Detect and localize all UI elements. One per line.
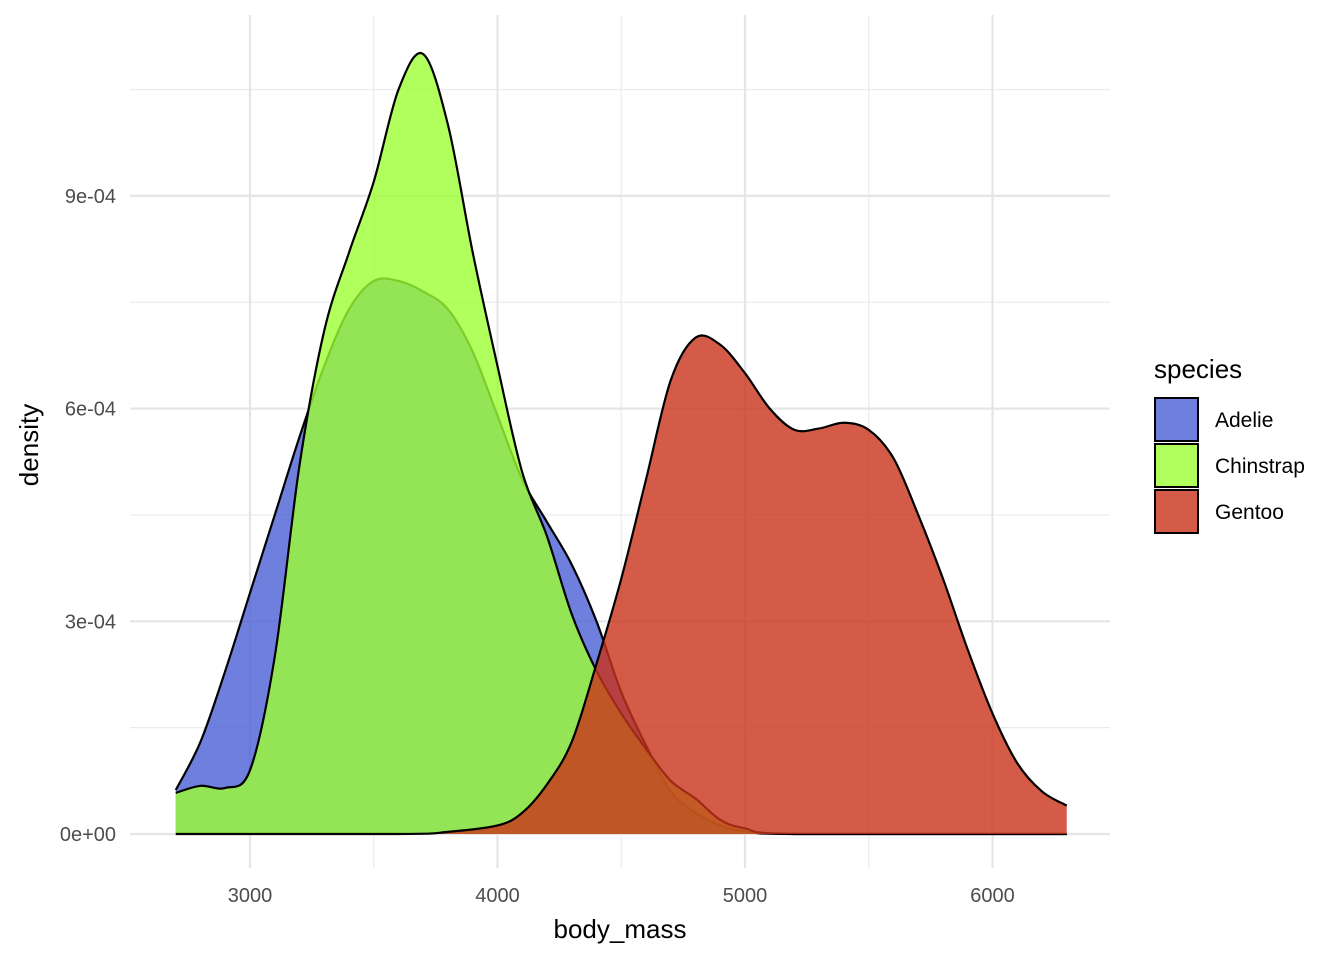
legend-key-gentoo [1154, 489, 1199, 534]
x-tick-label: 5000 [723, 885, 768, 907]
legend-key-chinstrap [1154, 443, 1199, 488]
y-tick-label: 3e-04 [65, 611, 116, 633]
y-axis-tick-labels: 0e+00 3e-04 6e-04 9e-04 [60, 186, 116, 846]
x-tick-label: 6000 [970, 885, 1015, 907]
legend-label-chinstrap: Chinstrap [1215, 455, 1305, 478]
legend-title: species [1154, 354, 1242, 384]
x-tick-label: 4000 [475, 885, 520, 907]
legend-key-adelie [1154, 397, 1199, 442]
y-axis-title: density [14, 404, 44, 486]
legend: species Adelie Chinstrap Gentoo [1154, 354, 1305, 534]
density-area-chinstrap [175, 53, 1067, 835]
x-axis-title: body_mass [554, 914, 687, 944]
x-tick-label: 3000 [228, 885, 273, 907]
y-tick-label: 9e-04 [65, 186, 116, 208]
y-tick-label: 6e-04 [65, 399, 116, 421]
density-areas [174, 51, 1068, 836]
legend-label-adelie: Adelie [1215, 409, 1273, 432]
density-line-gentoo [175, 334, 1068, 836]
density-area-gentoo [175, 335, 1067, 834]
x-axis-tick-labels: 3000 4000 5000 6000 [228, 885, 1015, 907]
legend-label-gentoo: Gentoo [1215, 501, 1284, 524]
y-tick-label: 0e+00 [60, 824, 116, 846]
